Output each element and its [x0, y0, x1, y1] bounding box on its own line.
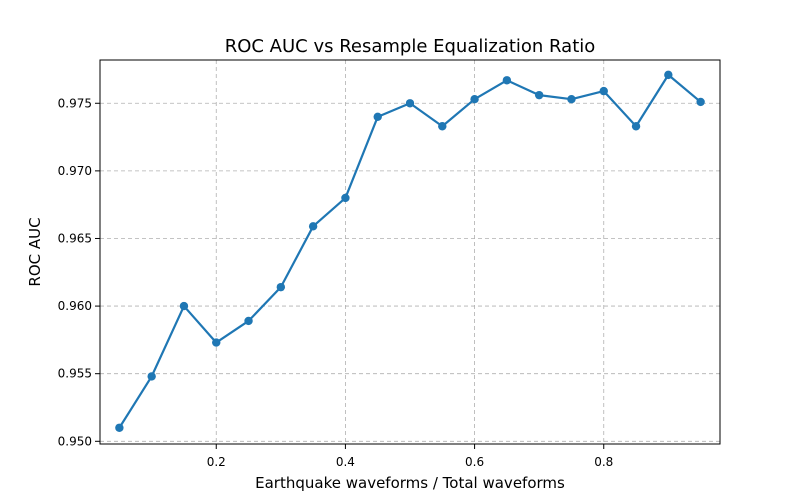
x-axis-label: Earthquake waveforms / Total waveforms	[255, 474, 565, 492]
data-point	[212, 338, 221, 347]
data-point	[631, 122, 641, 131]
data-point	[567, 95, 576, 104]
y-tick-label: 0.965	[58, 231, 92, 245]
data-point	[308, 222, 318, 231]
y-tick-label: 0.955	[58, 367, 92, 381]
data-point	[470, 95, 479, 104]
data-point	[179, 301, 189, 311]
data-point	[599, 86, 608, 96]
data-point	[276, 282, 286, 292]
data-point	[115, 423, 124, 432]
data-point	[244, 316, 253, 326]
data-point	[696, 97, 705, 107]
data-point	[341, 193, 350, 203]
data-point	[534, 90, 544, 100]
y-axis-label: ROC AUC	[26, 217, 44, 286]
plot-frame	[99, 59, 721, 445]
y-tick-label: 0.960	[58, 299, 92, 313]
y-tick-label: 0.970	[58, 164, 92, 178]
data-point	[405, 99, 415, 108]
x-tick-label: 0.6	[465, 455, 484, 469]
y-tick-label: 0.975	[58, 96, 92, 110]
data-series	[115, 70, 705, 432]
data-point	[502, 76, 512, 85]
chart-title: ROC AUC vs Resample Equalization Ratio	[225, 36, 596, 57]
data-point	[438, 122, 447, 131]
data-point	[147, 372, 156, 381]
axis-ticks: 0.2 0.4 0.6 0.8 0.950 0.955 0.960 0.965 0.970 0.9…	[58, 96, 614, 469]
data-point	[373, 112, 382, 121]
grid-lines	[100, 60, 720, 444]
x-tick-label: 0.4	[336, 455, 355, 469]
data-point	[664, 70, 673, 80]
x-tick-label: 0.8	[594, 455, 613, 469]
x-tick-label: 0.2	[207, 455, 226, 469]
y-tick-label: 0.950	[58, 434, 92, 448]
